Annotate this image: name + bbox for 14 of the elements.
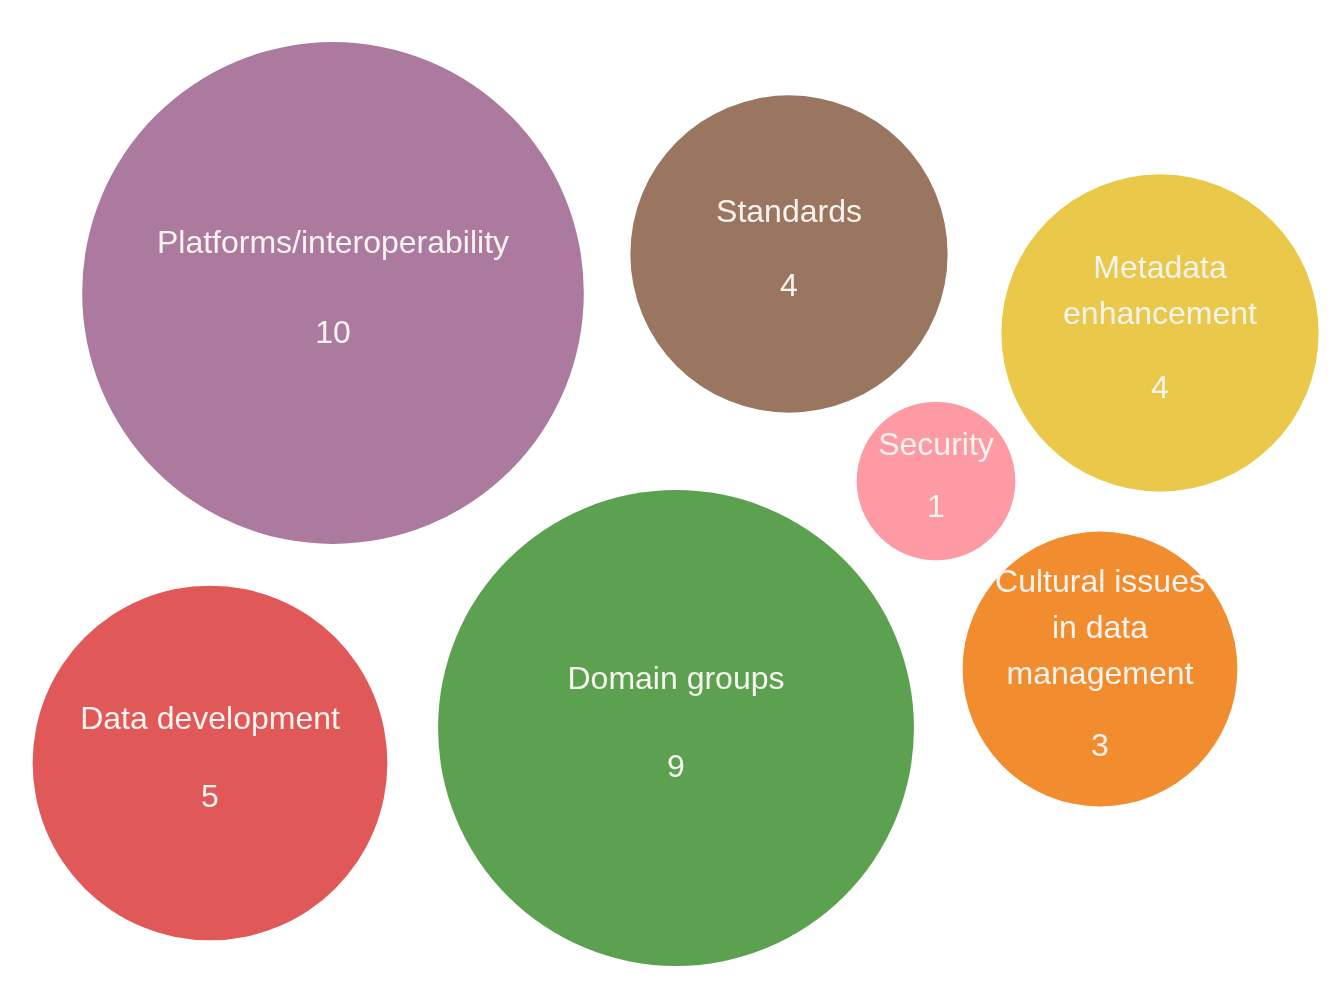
data-label: 4 (1151, 369, 1169, 406)
data-label: 5 (201, 778, 219, 815)
data-label: 4 (780, 267, 798, 304)
category-label: Platforms/interoperability (156, 223, 510, 260)
category-label: Security (878, 426, 994, 463)
data-label: 9 (667, 748, 685, 785)
category-label: Standards (716, 192, 862, 229)
data-label: 10 (315, 314, 351, 351)
category-label: Data development (80, 699, 340, 736)
data-label: 3 (1091, 726, 1109, 763)
category-label: Metadata enhancement (1063, 248, 1258, 331)
category-label: Cultural issues in data management (995, 563, 1205, 692)
data-label: 1 (927, 487, 945, 524)
category-label: Domain groups (567, 659, 785, 696)
